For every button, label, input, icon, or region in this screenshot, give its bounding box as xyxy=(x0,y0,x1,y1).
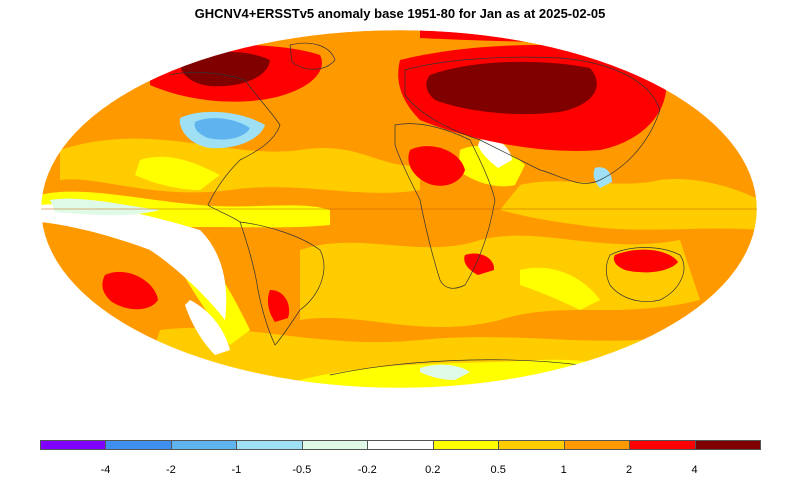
field-gold xyxy=(300,235,700,328)
legend-tick-label: 0.5 xyxy=(490,464,506,476)
legend-swatch xyxy=(301,440,369,450)
field-blue xyxy=(194,118,250,140)
field-red xyxy=(613,249,678,273)
coastline-eurasia xyxy=(404,56,661,184)
coastline-north-america xyxy=(169,71,281,223)
legend-tick-label: 2 xyxy=(626,464,633,476)
legend-tick-label: -2 xyxy=(166,464,176,476)
map-title: GHCNV4+ERSSTv5 anomaly base 1951-80 for … xyxy=(194,6,606,21)
anomaly-field xyxy=(41,30,757,388)
anomaly-map xyxy=(40,29,758,389)
legend-swatch xyxy=(105,440,172,450)
field-dark-red xyxy=(179,51,270,87)
legend-tick-label: 0.2 xyxy=(425,464,441,476)
legend-swatch xyxy=(236,440,303,450)
legend-tick-label: -0.5 xyxy=(292,464,312,476)
legend-swatch xyxy=(40,440,107,450)
legend-swatch xyxy=(563,440,631,450)
legend-swatch xyxy=(432,440,500,450)
coastline-australia xyxy=(605,247,685,302)
field-white xyxy=(41,204,227,320)
legend-tick-label: 1 xyxy=(560,464,567,476)
field-red xyxy=(464,253,495,275)
field-yellow xyxy=(520,267,600,310)
field-white xyxy=(185,300,230,355)
field-pale xyxy=(420,364,470,380)
legend-swatch xyxy=(367,440,434,450)
legend-swatch xyxy=(629,440,696,450)
field-red xyxy=(267,290,290,322)
field-light-blue xyxy=(593,167,612,188)
coastline-greenland xyxy=(289,42,336,70)
legend-swatch xyxy=(694,440,761,450)
field-red xyxy=(408,146,465,186)
coastline-africa xyxy=(394,123,496,289)
legend-tick-label: -0.2 xyxy=(357,464,377,476)
field-white xyxy=(478,138,512,168)
field-gold xyxy=(500,179,757,230)
legend-tick-label: 4 xyxy=(691,464,698,476)
legend-swatch xyxy=(170,440,238,450)
legend-tick-label: -1 xyxy=(231,464,242,476)
field-red xyxy=(102,271,158,310)
field-yellow xyxy=(135,156,220,190)
field-dark-red xyxy=(426,61,597,115)
coastline-south-america xyxy=(239,221,325,346)
legend-color-bar xyxy=(40,440,761,450)
globe-outline xyxy=(40,29,758,389)
legend-swatch xyxy=(498,440,565,450)
field-pale xyxy=(50,198,160,216)
legend-tick-label: -4 xyxy=(100,464,111,476)
